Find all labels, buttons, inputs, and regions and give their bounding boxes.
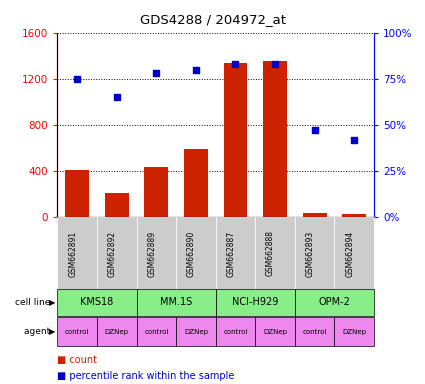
Point — [74, 76, 81, 82]
Bar — [303, 213, 326, 217]
Text: DZNep: DZNep — [105, 329, 129, 334]
Text: control: control — [144, 329, 168, 334]
Text: DZNep: DZNep — [342, 329, 366, 334]
Bar — [263, 61, 287, 217]
Point — [153, 70, 160, 76]
Text: KMS18: KMS18 — [80, 297, 113, 307]
Point — [232, 61, 239, 67]
Text: agent: agent — [24, 327, 53, 336]
Point — [351, 136, 357, 142]
Text: ■ percentile rank within the sample: ■ percentile rank within the sample — [57, 371, 235, 381]
Bar — [144, 167, 168, 217]
Text: GSM662894: GSM662894 — [345, 230, 354, 276]
Bar — [224, 63, 247, 217]
Bar — [105, 193, 129, 217]
Point — [272, 61, 278, 67]
Text: GSM662892: GSM662892 — [108, 230, 117, 276]
Text: GSM662888: GSM662888 — [266, 230, 275, 276]
Text: control: control — [303, 329, 327, 334]
Text: cell line: cell line — [15, 298, 53, 307]
Text: DZNep: DZNep — [184, 329, 208, 334]
Bar — [184, 149, 208, 217]
Text: control: control — [65, 329, 89, 334]
Point — [193, 66, 199, 73]
Text: GSM662887: GSM662887 — [227, 230, 235, 276]
Point — [311, 127, 318, 133]
Text: DZNep: DZNep — [263, 329, 287, 334]
Text: OPM-2: OPM-2 — [318, 297, 350, 307]
Point — [113, 94, 120, 100]
Text: ▶: ▶ — [49, 327, 55, 336]
Text: NCI-H929: NCI-H929 — [232, 297, 278, 307]
Text: GSM662890: GSM662890 — [187, 230, 196, 276]
Bar — [65, 170, 89, 217]
Text: control: control — [223, 329, 248, 334]
Text: GSM662893: GSM662893 — [306, 230, 314, 276]
Text: ▶: ▶ — [49, 298, 55, 307]
Text: ■ count: ■ count — [57, 355, 97, 365]
Bar — [342, 214, 366, 217]
Text: GDS4288 / 204972_at: GDS4288 / 204972_at — [139, 13, 286, 26]
Text: MM.1S: MM.1S — [160, 297, 192, 307]
Text: GSM662889: GSM662889 — [147, 230, 156, 276]
Text: GSM662891: GSM662891 — [68, 230, 77, 276]
